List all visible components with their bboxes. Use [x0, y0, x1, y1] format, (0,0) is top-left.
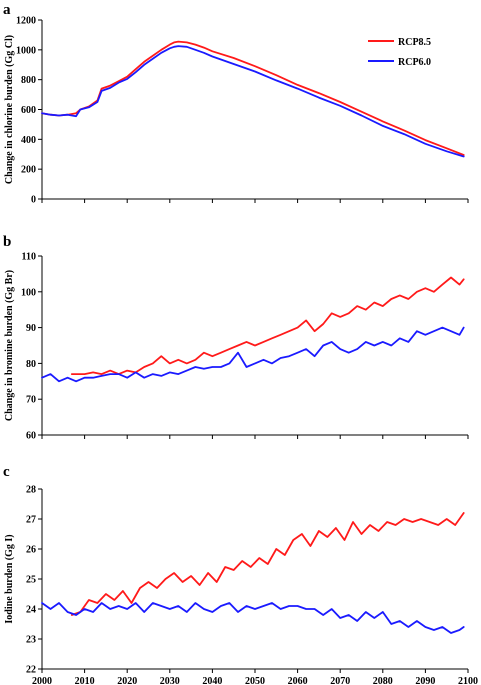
y-tick-label: 110 [22, 252, 36, 263]
x-tick-label: 2020 [117, 676, 137, 685]
y-tick-label: 400 [21, 135, 36, 146]
y-tick-label: 25 [26, 575, 36, 586]
y-tick-label: 23 [26, 635, 36, 646]
y-tick-label: 28 [26, 485, 36, 496]
series-line-rcp60 [41, 45, 465, 158]
panel-b: b 60 70 80 90 100 110 Change in bromine burden … [3, 234, 469, 442]
y-tick-label: 27 [26, 515, 36, 526]
y-tick-label: 0 [31, 195, 36, 206]
y-tick-label: 22 [26, 665, 36, 676]
y-tick-label: 80 [26, 359, 36, 370]
x-tick-label: 2050 [245, 676, 265, 685]
x-tick-label: 2040 [202, 676, 222, 685]
y-tick-label: 70 [26, 395, 36, 406]
x-tick-label: 2070 [330, 676, 350, 685]
x-tick-label: 2030 [160, 676, 180, 685]
y-axis-label: Change in chlorine burden (Gg Cl) [4, 35, 15, 184]
panel-c: c 22 23 24 25 26 27 28 2000 2010 2020 2030 2040 2050 2… [3, 464, 478, 685]
series-line-rcp85 [70, 512, 465, 616]
legend-label: RCP8.5 [398, 37, 431, 48]
y-tick-label: 26 [26, 545, 36, 556]
series-line-rcp60 [41, 602, 465, 634]
y-tick-label: 100 [21, 287, 36, 298]
y-tick-label: 200 [21, 165, 36, 176]
x-tick-label: 2090 [415, 676, 435, 685]
series-line-rcp60 [41, 326, 465, 383]
x-tick-label: 2060 [288, 676, 308, 685]
x-tick-label: 2000 [32, 676, 52, 685]
y-tick-label: 800 [21, 75, 36, 86]
x-tick-label: 2010 [75, 676, 95, 685]
panel-letter: c [3, 464, 10, 480]
y-tick-label: 60 [26, 431, 36, 442]
y-axis-label: Iodine burden (Gg I) [4, 534, 15, 623]
panel-letter: a [3, 2, 11, 18]
legend-label: RCP6.0 [398, 57, 431, 68]
x-tick-label: 2100 [458, 676, 478, 685]
series-line-rcp85 [70, 276, 465, 376]
y-axis-label: Change in bromine burden (Gg Br) [4, 270, 15, 421]
y-tick-label: 90 [26, 323, 36, 334]
y-tick-label: 600 [21, 105, 36, 116]
panel-letter: b [3, 234, 11, 250]
y-tick-label: 1000 [16, 45, 36, 56]
y-tick-label: 24 [26, 605, 36, 616]
x-tick-label: 2080 [373, 676, 393, 685]
y-tick-label: 1200 [16, 16, 36, 27]
